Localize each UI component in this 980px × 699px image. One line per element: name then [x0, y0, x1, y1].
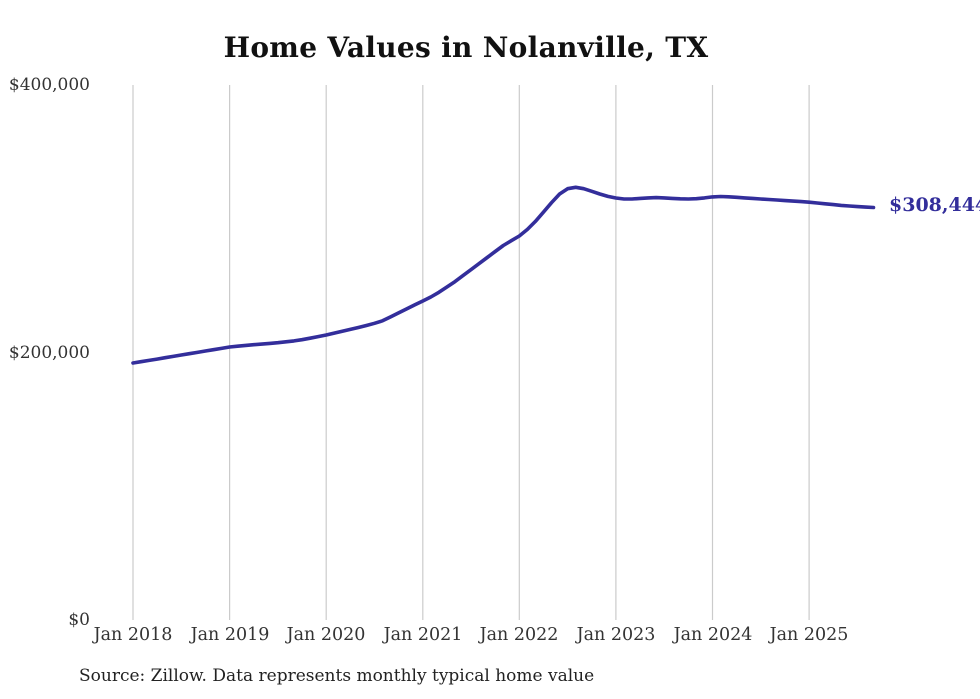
source-note: Source: Zillow. Data represents monthly …	[79, 666, 595, 686]
x-tick-label: Jan 2024	[673, 625, 753, 645]
y-tick-label: $0	[68, 610, 90, 630]
x-tick-label: Jan 2019	[190, 625, 270, 645]
chart-title: Home Values in Nolanville, TX	[223, 31, 709, 64]
y-tick-label: $400,000	[8, 75, 90, 95]
x-tick-label: Jan 2025	[769, 625, 849, 645]
y-tick-label: $200,000	[8, 343, 90, 363]
x-tick-label: Jan 2021	[383, 625, 463, 645]
x-tick-label: Jan 2020	[286, 625, 366, 645]
x-tick-label: Jan 2023	[576, 625, 656, 645]
end-value-label: $308,444	[889, 194, 980, 216]
x-tick-label: Jan 2022	[479, 625, 559, 645]
gridline-group	[132, 85, 810, 620]
x-tick-label: Jan 2018	[93, 625, 173, 645]
home-value-line	[131, 185, 876, 365]
